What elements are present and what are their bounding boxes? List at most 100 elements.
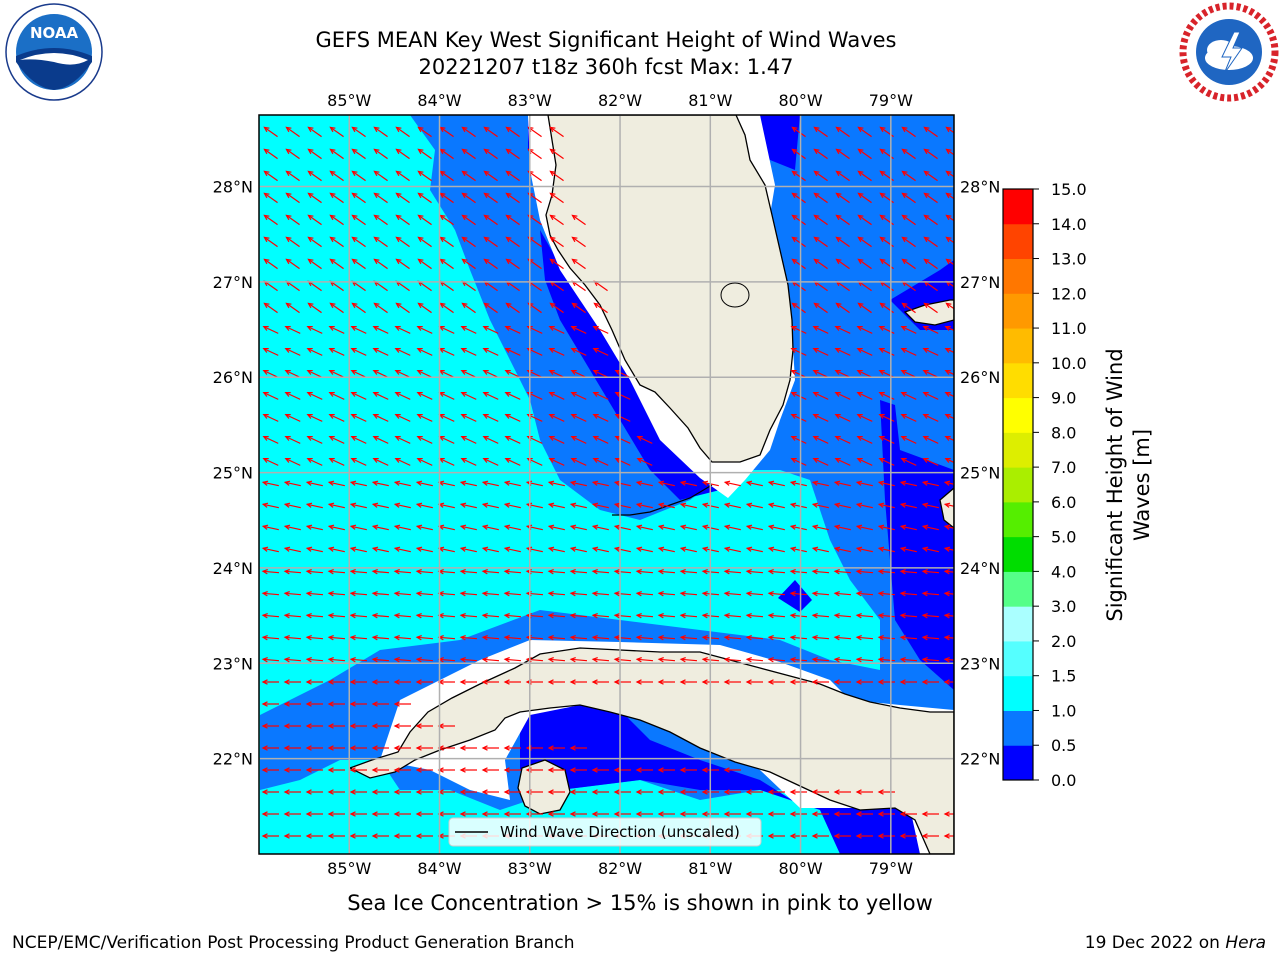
wave-direction-arrow	[549, 258, 564, 270]
wave-direction-arrow	[328, 457, 345, 466]
wave-direction-arrow	[371, 789, 389, 795]
wave-direction-arrow	[591, 590, 610, 597]
wave-direction-arrow	[613, 767, 631, 773]
wave-direction-arrow	[371, 546, 389, 553]
wave-direction-arrow	[745, 656, 764, 663]
wave-direction-arrow	[745, 679, 763, 685]
wave-direction-arrow	[877, 524, 895, 531]
wave-direction-arrow	[767, 634, 786, 641]
wave-direction-arrow	[417, 258, 432, 270]
wave-direction-arrow	[923, 148, 938, 160]
wave-direction-arrow	[569, 789, 587, 795]
wave-direction-arrow	[395, 192, 410, 204]
wave-direction-arrow	[503, 634, 522, 641]
wave-direction-arrow	[899, 679, 917, 685]
wave-direction-arrow	[723, 568, 742, 575]
wave-direction-arrow	[899, 634, 918, 641]
wave-direction-arrow	[305, 789, 323, 795]
wave-direction-arrow	[417, 192, 432, 204]
wave-direction-arrow	[505, 258, 520, 270]
wave-direction-arrow	[329, 126, 344, 138]
wave-direction-arrow	[483, 170, 498, 182]
wave-direction-arrow	[613, 524, 631, 531]
wave-direction-arrow	[834, 347, 851, 356]
wave-direction-arrow	[921, 524, 939, 531]
wave-direction-arrow	[789, 524, 807, 531]
wave-direction-arrow	[459, 656, 478, 663]
wave-direction-arrow	[921, 656, 940, 663]
wave-direction-arrow	[789, 789, 807, 795]
wave-direction-arrow	[679, 811, 697, 817]
wave-direction-arrow	[591, 524, 609, 531]
wave-direction-arrow	[305, 811, 323, 817]
wave-direction-arrow	[635, 789, 653, 795]
wave-direction-arrow	[767, 546, 785, 553]
wave-direction-arrow	[635, 679, 653, 685]
wave-direction-arrow	[657, 767, 675, 773]
wave-direction-arrow	[855, 656, 874, 663]
wave-direction-arrow	[504, 413, 521, 422]
wave-direction-arrow	[394, 347, 411, 356]
wave-direction-arrow	[393, 833, 411, 839]
wave-direction-arrow	[261, 524, 279, 531]
wave-direction-arrow	[944, 413, 954, 420]
wave-direction-arrow	[483, 214, 498, 226]
wave-direction-arrow	[415, 833, 433, 839]
wave-direction-arrow	[261, 745, 279, 751]
wave-direction-arrow	[482, 347, 499, 356]
wave-direction-arrow	[613, 502, 631, 509]
wave-direction-arrow	[305, 679, 323, 685]
wave-direction-arrow	[900, 413, 917, 422]
wave-direction-arrow	[679, 502, 697, 509]
wave-direction-arrow	[305, 524, 323, 531]
wave-direction-arrow	[855, 789, 873, 795]
wave-direction-arrow	[548, 369, 565, 378]
wave-direction-arrow	[504, 435, 521, 444]
wave-direction-arrow	[613, 811, 631, 817]
lat-tick-right: 27°N	[960, 273, 1000, 292]
wave-direction-arrow	[921, 480, 939, 487]
wave-direction-arrow	[371, 745, 389, 751]
wave-direction-arrow	[460, 325, 477, 334]
lon-tick-bottom: 80°W	[778, 859, 822, 878]
wave-direction-arrow	[327, 590, 346, 597]
wave-direction-arrow	[811, 568, 830, 575]
wave-direction-arrow	[813, 148, 828, 160]
wave-direction-arrow	[284, 369, 301, 378]
wave-direction-arrow	[833, 679, 851, 685]
wave-direction-arrow	[943, 502, 954, 508]
wave-direction-arrow	[547, 745, 565, 751]
colorbar-segment	[1003, 640, 1033, 677]
wave-direction-arrow	[261, 833, 279, 839]
colorbar-segment	[1003, 293, 1033, 329]
colorbar-segment	[1003, 467, 1033, 503]
wave-direction-arrow	[767, 502, 785, 509]
wave-direction-arrow	[417, 170, 432, 182]
wave-direction-arrow	[613, 612, 632, 619]
lat-tick-left: 27°N	[213, 273, 253, 292]
wave-direction-arrow	[481, 811, 499, 817]
wave-direction-arrow	[767, 833, 785, 839]
wave-direction-arrow	[371, 723, 389, 729]
wave-direction-arrow	[547, 568, 566, 575]
lon-tick-bottom: 83°W	[508, 859, 552, 878]
wave-direction-arrow	[613, 590, 632, 597]
wave-direction-arrow	[371, 590, 390, 597]
wave-direction-arrow	[767, 656, 786, 663]
colorbar: 0.0 0.5 1.0 1.5 2.0 3.0 4.0 5.0 6.0 7.0 8.0 9.0 10.0…	[1002, 180, 1087, 790]
wave-direction-arrow	[614, 435, 631, 444]
wave-direction-arrow	[549, 148, 564, 160]
wave-direction-arrow	[327, 656, 346, 663]
wave-direction-arrow	[327, 480, 345, 487]
wave-direction-arrow	[261, 679, 279, 685]
wave-direction-arrow	[899, 502, 917, 509]
land-andros	[939, 487, 954, 529]
wave-direction-arrow	[262, 435, 279, 444]
wave-direction-arrow	[371, 568, 390, 575]
wave-direction-arrow	[263, 258, 278, 270]
wave-direction-arrow	[371, 656, 390, 663]
wave-direction-arrow	[460, 369, 477, 378]
wave-direction-arrow	[922, 369, 939, 378]
wave-direction-arrow	[262, 391, 279, 400]
wave-direction-arrow	[503, 502, 521, 509]
